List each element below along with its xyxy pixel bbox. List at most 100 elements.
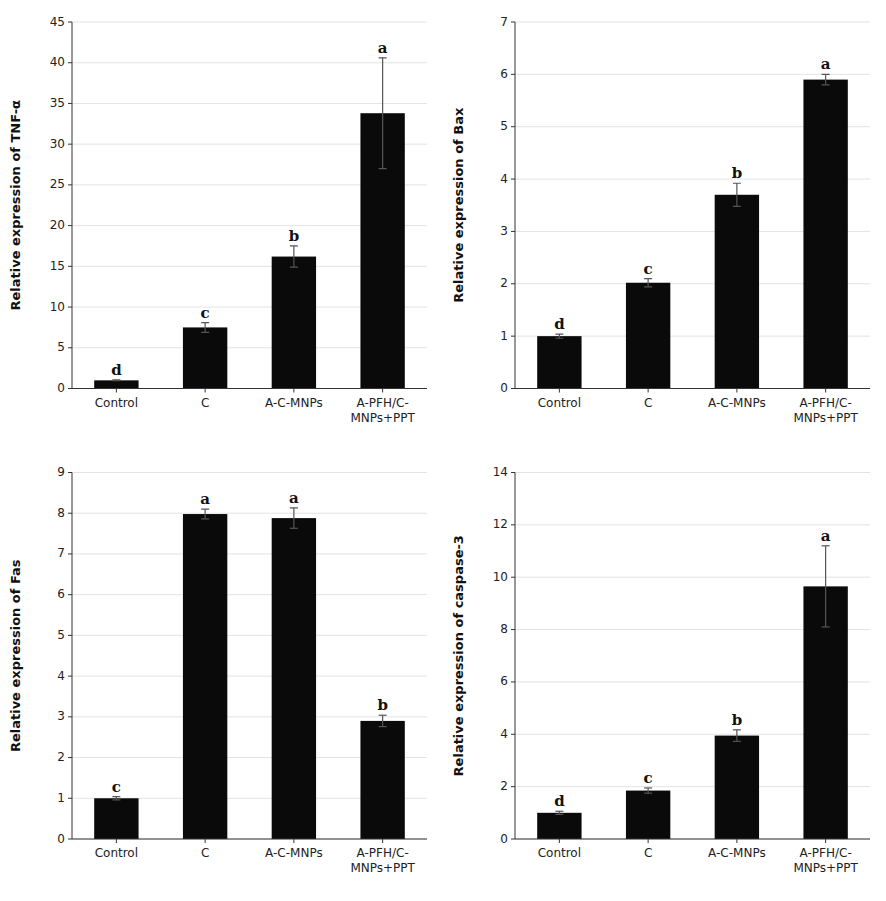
grid-line — [515, 524, 870, 525]
y-tick — [511, 22, 515, 23]
y-tick-label: 25 — [50, 177, 65, 191]
x-tick-label-line: Control — [95, 396, 138, 410]
annotation: d — [554, 792, 565, 810]
y-tick — [511, 629, 515, 630]
x-tick-label: A-PFH/C-MNPs+PPT — [793, 846, 858, 875]
x-tick-label-line: Control — [95, 846, 138, 860]
grid-line — [72, 635, 427, 636]
y-tick — [511, 336, 515, 337]
error-bar — [733, 183, 741, 206]
error-line — [559, 334, 560, 338]
y-tick-label: 0 — [57, 381, 65, 395]
x-tick-label: A-PFH/C-MNPs+PPT — [350, 846, 415, 875]
x-tick-label-line: A-PFH/C- — [800, 396, 852, 410]
y-tick-label: 5 — [57, 628, 65, 642]
error-cap — [644, 286, 652, 287]
error-line — [382, 715, 383, 726]
x-tick — [736, 389, 737, 393]
y-tick — [68, 144, 72, 145]
x-tick-label-line: MNPs+PPT — [793, 411, 858, 425]
y-tick-label: 45 — [50, 15, 65, 29]
annotation: a — [821, 55, 831, 73]
y-tick — [511, 74, 515, 75]
marks — [94, 58, 405, 389]
error-line — [382, 58, 383, 169]
error-bar — [379, 58, 387, 169]
x-axis-line — [72, 388, 427, 389]
grid-line — [515, 388, 870, 389]
y-tick — [68, 225, 72, 226]
x-tick — [293, 839, 294, 843]
annotation: b — [377, 696, 388, 714]
annotation: c — [644, 260, 653, 278]
x-tick-label: A-PFH/C-MNPs+PPT — [793, 396, 858, 425]
error-bar — [201, 323, 209, 333]
marks — [537, 74, 848, 388]
error-cap — [733, 729, 741, 730]
y-tick-label: 4 — [57, 669, 65, 683]
x-tick-label-line: A-PFH/C- — [357, 396, 409, 410]
x-tick — [648, 839, 649, 843]
y-tick — [68, 347, 72, 348]
y-tick-label: 14 — [493, 465, 508, 479]
y-tick — [68, 103, 72, 104]
error-cap — [201, 322, 209, 323]
y-tick — [68, 798, 72, 799]
error-bar — [112, 379, 120, 381]
y-tick-label: 4 — [500, 172, 508, 186]
error-line — [293, 508, 294, 528]
x-tick — [116, 839, 117, 843]
error-line — [205, 509, 206, 519]
x-tick-label-line: C — [201, 846, 209, 860]
y-tick — [511, 577, 515, 578]
y-tick-label: 3 — [500, 224, 508, 238]
error-cap — [822, 545, 830, 546]
annotation: d — [111, 361, 122, 379]
y-tick — [511, 472, 515, 473]
y-tick — [68, 839, 72, 840]
y-tick — [511, 179, 515, 180]
x-tick — [293, 389, 294, 393]
error-bar — [201, 509, 209, 519]
y-tick — [68, 757, 72, 758]
annotation: c — [201, 304, 210, 322]
error-bar — [379, 715, 387, 726]
y-tick-label: 0 — [57, 832, 65, 846]
error-cap — [112, 799, 120, 800]
annotation: b — [732, 164, 743, 182]
error-cap — [290, 245, 298, 246]
bar — [715, 736, 759, 839]
y-tick — [68, 553, 72, 554]
bar — [360, 721, 404, 839]
y-tick-label: 2 — [57, 750, 65, 764]
marks — [537, 546, 848, 839]
error-cap — [290, 528, 298, 529]
annotation: c — [644, 769, 653, 787]
x-tick-label: A-C-MNPs — [265, 396, 323, 410]
annotation: b — [289, 227, 300, 245]
panel: 051015202530354045dcbaControlCA-C-MNPsA-… — [8, 15, 427, 425]
y-tick-label: 35 — [50, 96, 65, 110]
error-bar — [644, 788, 652, 793]
y-tick-label: 9 — [57, 465, 65, 479]
annotation: c — [112, 778, 121, 796]
x-tick — [559, 839, 560, 843]
figure: 051015202530354045dcbaControlCA-C-MNPsA-… — [0, 0, 886, 901]
error-line — [648, 788, 649, 793]
x-tick-label: Control — [95, 846, 138, 860]
error-bar — [644, 279, 652, 287]
y-tick-label: 3 — [57, 709, 65, 723]
error-cap — [555, 814, 563, 815]
y-tick — [511, 839, 515, 840]
y-tick-label: 2 — [500, 779, 508, 793]
x-tick-label-line: MNPs+PPT — [350, 411, 415, 425]
error-cap — [555, 811, 563, 812]
x-tick — [736, 839, 737, 843]
grid-line — [72, 22, 427, 23]
y-axis-line — [515, 22, 516, 389]
x-tick-label-line: MNPs+PPT — [350, 861, 415, 875]
x-tick-label: A-C-MNPs — [265, 846, 323, 860]
y-tick-label: 5 — [500, 119, 508, 133]
y-tick — [511, 734, 515, 735]
y-tick-label: 2 — [500, 276, 508, 290]
